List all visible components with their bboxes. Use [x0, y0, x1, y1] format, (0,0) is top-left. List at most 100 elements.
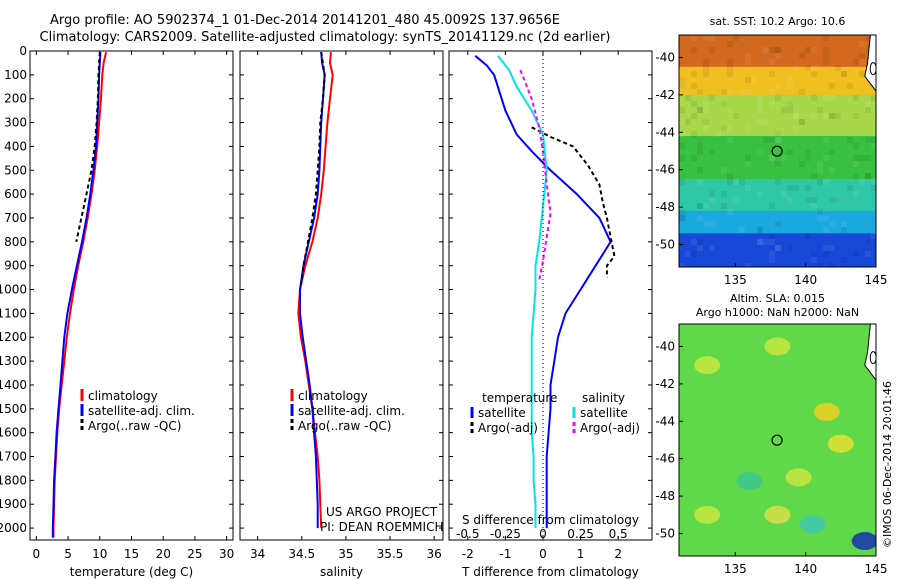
- texture-pixel: [703, 71, 709, 77]
- y-tick-label: 1000: [0, 283, 27, 297]
- texture-pixel: [817, 263, 823, 267]
- texture-pixel: [721, 203, 727, 209]
- x-tick-label: 35.5: [377, 547, 404, 561]
- texture-pixel: [691, 251, 697, 257]
- texture-pixel: [691, 113, 697, 119]
- y-tick-label: 1700: [0, 450, 27, 464]
- series-line-sal-satellite: [497, 55, 548, 529]
- texture-pixel: [715, 131, 721, 137]
- top-tick-label: 0: [539, 527, 547, 541]
- sst-band: [679, 35, 876, 68]
- x-tick-label: 35: [338, 547, 353, 561]
- legend-label: Argo(..raw -QC): [298, 419, 391, 433]
- texture-pixel: [817, 161, 823, 167]
- texture-pixel: [829, 83, 835, 89]
- y-tick-label: -50: [655, 527, 675, 541]
- texture-pixel: [769, 155, 775, 161]
- texture-pixel: [769, 239, 775, 245]
- texture-pixel: [697, 245, 703, 251]
- top-tick-label: -0.5: [456, 527, 479, 541]
- texture-pixel: [823, 47, 829, 53]
- texture-pixel: [859, 53, 865, 59]
- texture-pixel: [745, 185, 751, 191]
- legend-label: satellite: [478, 406, 526, 420]
- y-tick-label: 1400: [0, 378, 27, 392]
- x-tick-label: 0: [539, 547, 547, 561]
- texture-pixel: [739, 89, 745, 95]
- texture-pixel: [691, 101, 697, 107]
- texture-pixel: [823, 245, 829, 251]
- x-axis-label: salinity: [320, 565, 363, 579]
- texture-pixel: [721, 125, 727, 131]
- texture-pixel: [769, 89, 775, 95]
- plot-frame: [239, 50, 444, 541]
- texture-pixel: [757, 107, 763, 113]
- map-title: sat. SST: 10.2 Argo: 10.6: [710, 15, 846, 28]
- texture-pixel: [781, 107, 787, 113]
- y-tick-label: 1800: [0, 473, 27, 487]
- texture-pixel: [811, 95, 817, 101]
- texture-pixel: [811, 251, 817, 257]
- texture-pixel: [709, 245, 715, 251]
- texture-pixel: [841, 71, 847, 77]
- y-tick-label: -44: [655, 125, 675, 139]
- texture-pixel: [829, 221, 835, 227]
- x-tick-label: 140: [794, 273, 817, 287]
- texture-pixel: [793, 113, 799, 119]
- texture-pixel: [829, 149, 835, 155]
- texture-pixel: [775, 131, 781, 137]
- texture-pixel: [769, 59, 775, 65]
- texture-pixel: [769, 101, 775, 107]
- y-tick-label: 300: [4, 116, 27, 130]
- temperature-panel: 0 5 10 15 20 25 300100200300400500600700800900…: [0, 44, 234, 579]
- texture-pixel: [757, 119, 763, 125]
- texture-pixel: [727, 65, 733, 71]
- texture-pixel: [787, 197, 793, 203]
- texture-pixel: [739, 179, 745, 185]
- texture-pixel: [757, 95, 763, 101]
- texture-pixel: [775, 83, 781, 89]
- texture-pixel: [823, 59, 829, 65]
- x-tick-label: 5: [64, 547, 72, 561]
- top-tick-label: 0.5: [609, 527, 628, 541]
- texture-pixel: [769, 233, 775, 239]
- texture-pixel: [823, 137, 829, 143]
- texture-pixel: [691, 35, 697, 41]
- sst-band: [679, 66, 876, 96]
- map-frame: [678, 34, 877, 268]
- series-line-argo-raw-qc-: [75, 52, 101, 243]
- texture-pixel: [865, 101, 871, 107]
- texture-pixel: [805, 65, 811, 71]
- texture-pixel: [721, 89, 727, 95]
- texture-pixel: [811, 71, 817, 77]
- texture-pixel: [745, 263, 751, 267]
- texture-pixel: [817, 215, 823, 221]
- texture-pixel: [679, 131, 685, 137]
- texture-pixel: [769, 251, 775, 257]
- texture-pixel: [739, 227, 745, 233]
- texture-pixel: [787, 107, 793, 113]
- x-tick-label: 15: [124, 547, 139, 561]
- x-axis-label: temperature (deg C): [70, 565, 193, 579]
- texture-pixel: [829, 113, 835, 119]
- texture-pixel: [793, 125, 799, 131]
- top-tick-label: -0.25: [490, 527, 521, 541]
- texture-pixel: [823, 95, 829, 101]
- top-axis-label: S difference from climatology: [462, 513, 639, 527]
- map-title: Altim. SLA: 0.015: [730, 292, 825, 305]
- salinity-panel: 34 34.5 35 35.5 36 salinity climatologysatelli…: [239, 50, 444, 579]
- texture-pixel: [859, 179, 865, 185]
- texture-pixel: [775, 245, 781, 251]
- texture-pixel: [811, 197, 817, 203]
- texture-pixel: [847, 185, 853, 191]
- texture-pixel: [871, 143, 876, 149]
- texture-pixel: [703, 203, 709, 209]
- texture-pixel: [697, 107, 703, 113]
- texture-pixel: [733, 179, 739, 185]
- texture-pixel: [853, 95, 859, 101]
- texture-pixel: [835, 197, 841, 203]
- texture-pixel: [685, 251, 691, 257]
- texture-pixel: [829, 95, 835, 101]
- texture-pixel: [709, 95, 715, 101]
- plot-frame: [29, 50, 234, 541]
